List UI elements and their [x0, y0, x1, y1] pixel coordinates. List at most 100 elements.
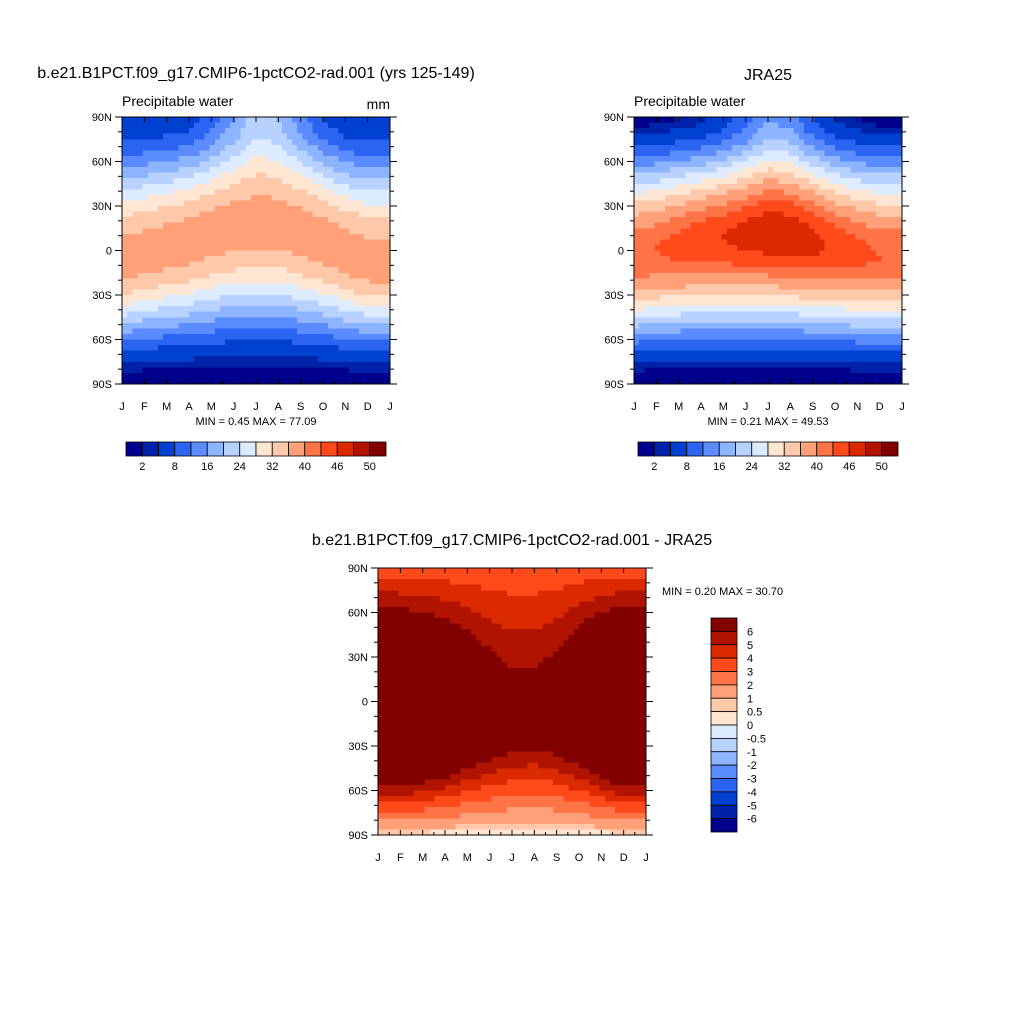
heatmap-cell [328, 322, 334, 329]
heatmap-cell [690, 206, 697, 213]
heatmap-cell [240, 339, 247, 346]
heatmap-cell [374, 228, 381, 235]
heatmap-cell [256, 356, 262, 363]
heatmap-cell [286, 211, 293, 218]
heatmap-cell [845, 350, 852, 357]
heatmap-cell [312, 350, 319, 357]
heatmap-cell [374, 250, 381, 257]
heatmap-cell [384, 144, 391, 151]
heatmap-cell [189, 117, 195, 124]
heatmap-cell [675, 367, 681, 374]
heatmap-cell [644, 133, 651, 140]
heatmap-cell [664, 295, 671, 302]
heatmap-cell [379, 361, 386, 368]
heatmap-cell [147, 144, 154, 151]
heatmap-cell [297, 206, 303, 213]
heatmap-cell [773, 167, 779, 174]
heatmap-cell [778, 189, 785, 196]
heatmap-cell [664, 317, 671, 324]
heatmap-cell [778, 133, 785, 140]
heatmap-cell [865, 361, 872, 368]
heatmap-cell [876, 217, 882, 224]
heatmap-cell [178, 155, 185, 163]
heatmap-cell [384, 339, 391, 346]
heatmap-cell [158, 367, 164, 374]
heatmap-cell [132, 356, 139, 363]
heatmap-cell [348, 228, 355, 235]
heatmap-cell [225, 189, 231, 196]
heatmap-cell [338, 306, 345, 313]
heatmap-cell [649, 178, 656, 185]
heatmap-cell [302, 328, 309, 335]
heatmap-cell [644, 328, 651, 335]
heatmap-cell [292, 278, 298, 285]
heatmap-cell [726, 278, 733, 285]
heatmap-cell [384, 322, 391, 329]
heatmap-cell [659, 155, 666, 163]
heatmap-cell [793, 356, 800, 363]
heatmap-cell [778, 128, 785, 135]
heatmap-cell [359, 272, 365, 279]
heatmap-cell [312, 306, 319, 313]
heatmap-cell [297, 278, 303, 285]
heatmap-cell [142, 128, 149, 135]
heatmap-cell [374, 206, 381, 213]
colorbar-swatch [125, 441, 143, 457]
heatmap-cell [773, 295, 779, 302]
heatmap-cell [649, 333, 656, 341]
colorbar-swatch [369, 441, 387, 457]
heatmap-cell [364, 194, 370, 202]
heatmap-cell [374, 328, 381, 335]
heatmap-cell [644, 183, 651, 190]
heatmap-cell [685, 278, 692, 285]
heatmap-cell [737, 172, 743, 179]
heatmap-cell [219, 244, 226, 252]
heatmap-cell [814, 256, 821, 263]
heatmap-cell [747, 117, 754, 124]
heatmap-cell [670, 356, 676, 363]
heatmap-cell [835, 139, 841, 146]
heatmap-cell [659, 189, 666, 196]
heatmap-cell [716, 128, 723, 135]
heatmap-cell [173, 300, 180, 307]
heatmap-cell [256, 267, 262, 274]
heatmap-cell [312, 361, 319, 368]
heatmap-cell [240, 155, 247, 163]
heatmap-cell [644, 256, 651, 263]
heatmap-cell [364, 278, 370, 285]
heatmap-cell [333, 144, 340, 151]
heatmap-cell [762, 155, 769, 163]
heatmap-cell [194, 139, 200, 146]
heatmap-cell [721, 322, 728, 329]
heatmap-cell [706, 306, 712, 313]
heatmap-cell [804, 244, 810, 252]
heatmap-cell [163, 200, 169, 207]
heatmap-cell [266, 289, 273, 296]
heatmap-cell [845, 228, 852, 235]
heatmap-cell [271, 272, 278, 279]
heatmap-cell [731, 300, 738, 307]
heatmap-cell [850, 150, 857, 157]
heatmap-cell [819, 150, 826, 157]
heatmap-cell [348, 378, 355, 385]
heatmap-cell [773, 322, 779, 329]
heatmap-cell [230, 367, 236, 374]
heatmap-cell [214, 128, 221, 135]
heatmap-cell [860, 228, 867, 235]
heatmap-cell [644, 272, 651, 279]
heatmap-cell [204, 272, 211, 279]
heatmap-cell [716, 345, 723, 352]
heatmap-cell [896, 144, 903, 151]
heatmap-cell [675, 300, 681, 307]
heatmap-cell [747, 333, 754, 341]
heatmap-cell [664, 211, 671, 218]
heatmap-cell [783, 128, 790, 135]
heatmap-cell [871, 333, 877, 341]
heatmap-cell [364, 233, 370, 240]
heatmap-cell [225, 267, 231, 274]
heatmap-cell [742, 150, 748, 157]
heatmap-cell [158, 350, 164, 357]
heatmap-cell [142, 233, 149, 240]
heatmap-cell [824, 155, 831, 163]
heatmap-cell [793, 350, 800, 357]
